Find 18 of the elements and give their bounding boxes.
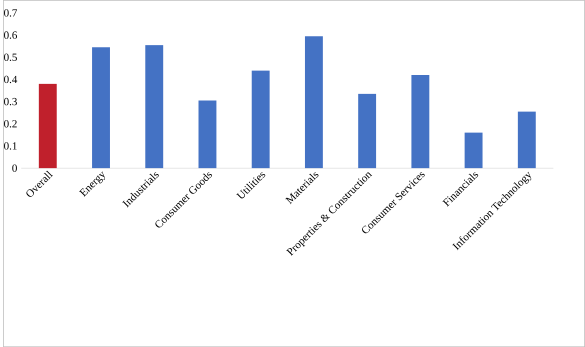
y-tick-label: 0.1 <box>4 142 17 150</box>
y-tick-label: 0.6 <box>4 31 18 39</box>
bar <box>518 112 536 168</box>
y-tick-label: 0.7 <box>4 9 18 17</box>
y-tick-label: 0.3 <box>4 98 17 106</box>
bar <box>252 70 270 168</box>
y-tick-label: 0.4 <box>4 76 18 84</box>
y-tick-label: 0.5 <box>4 53 17 61</box>
bar <box>464 132 483 168</box>
y-tick-label: 0 <box>12 164 17 172</box>
bar <box>304 36 323 168</box>
bar <box>92 47 110 168</box>
bar <box>411 74 430 168</box>
bar <box>358 94 376 168</box>
bar <box>198 100 216 168</box>
y-tick-label: 0.2 <box>4 120 17 128</box>
bar <box>145 44 164 168</box>
bar <box>38 84 57 168</box>
